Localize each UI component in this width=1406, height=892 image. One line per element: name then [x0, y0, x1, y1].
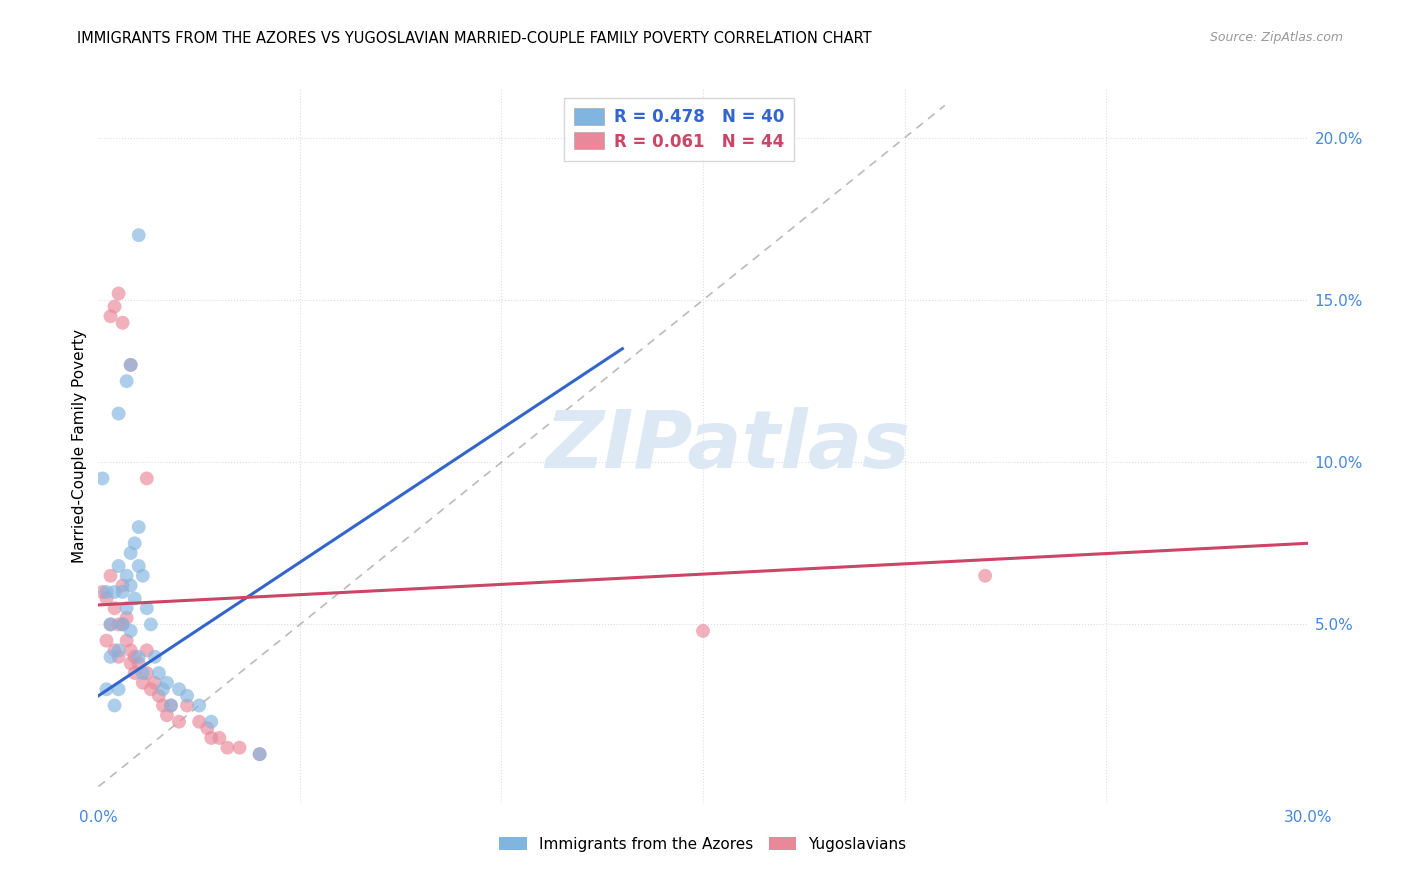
Point: [160, 698, 183, 713]
Point: [152, 682, 174, 697]
Point: [120, 657, 142, 671]
Point: [111, 578, 134, 592]
Point: [96, 585, 118, 599]
Point: [124, 649, 146, 664]
Point: [143, 649, 166, 664]
Point: [176, 698, 198, 713]
Point: [96, 682, 118, 697]
Point: [115, 374, 138, 388]
Point: [217, 740, 239, 755]
Point: [107, 649, 129, 664]
Point: [139, 617, 162, 632]
Point: [103, 300, 125, 314]
Point: [120, 624, 142, 638]
Point: [107, 286, 129, 301]
Point: [167, 682, 190, 697]
Point: [100, 568, 122, 582]
Point: [974, 568, 997, 582]
Point: [135, 666, 157, 681]
Point: [128, 649, 150, 664]
Point: [188, 714, 211, 729]
Point: [156, 675, 179, 690]
Point: [160, 698, 183, 713]
Point: [128, 520, 150, 534]
Point: [111, 585, 134, 599]
Point: [128, 559, 150, 574]
Point: [143, 675, 166, 690]
Point: [100, 617, 122, 632]
Point: [96, 633, 118, 648]
Text: IMMIGRANTS FROM THE AZORES VS YUGOSLAVIAN MARRIED-COUPLE FAMILY POVERTY CORRELAT: IMMIGRANTS FROM THE AZORES VS YUGOSLAVIA…: [77, 31, 872, 46]
Point: [111, 617, 134, 632]
Point: [128, 228, 150, 243]
Point: [120, 358, 142, 372]
Point: [692, 624, 714, 638]
Point: [120, 358, 142, 372]
Point: [249, 747, 271, 761]
Point: [200, 731, 222, 745]
Point: [107, 559, 129, 574]
Point: [124, 666, 146, 681]
Point: [120, 546, 142, 560]
Point: [135, 601, 157, 615]
Point: [156, 708, 179, 723]
Point: [124, 536, 146, 550]
Point: [132, 568, 155, 582]
Point: [208, 731, 231, 745]
Point: [128, 657, 150, 671]
Point: [103, 643, 125, 657]
Legend: Immigrants from the Azores, Yugoslavians: Immigrants from the Azores, Yugoslavians: [492, 829, 914, 859]
Point: [115, 568, 138, 582]
Y-axis label: Married-Couple Family Poverty: Married-Couple Family Poverty: [72, 329, 87, 563]
Point: [111, 617, 134, 632]
Point: [167, 714, 190, 729]
Point: [115, 611, 138, 625]
Point: [91, 471, 114, 485]
Text: ZIPatlas: ZIPatlas: [544, 407, 910, 485]
Point: [103, 585, 125, 599]
Point: [100, 617, 122, 632]
Point: [111, 316, 134, 330]
Point: [107, 407, 129, 421]
Point: [107, 617, 129, 632]
Point: [200, 714, 222, 729]
Point: [96, 591, 118, 606]
Point: [107, 643, 129, 657]
Point: [148, 689, 170, 703]
Point: [103, 601, 125, 615]
Point: [135, 643, 157, 657]
Point: [188, 698, 211, 713]
Point: [249, 747, 271, 761]
Point: [139, 682, 162, 697]
Point: [107, 682, 129, 697]
Point: [120, 578, 142, 592]
Point: [195, 721, 218, 735]
Point: [132, 666, 155, 681]
Point: [132, 675, 155, 690]
Point: [115, 601, 138, 615]
Point: [152, 698, 174, 713]
Point: [100, 649, 122, 664]
Point: [228, 740, 250, 755]
Point: [148, 666, 170, 681]
Point: [176, 689, 198, 703]
Point: [120, 643, 142, 657]
Point: [103, 698, 125, 713]
Point: [115, 633, 138, 648]
Point: [124, 591, 146, 606]
Point: [100, 310, 122, 324]
Point: [135, 471, 157, 485]
Text: Source: ZipAtlas.com: Source: ZipAtlas.com: [1209, 31, 1343, 45]
Point: [91, 585, 114, 599]
